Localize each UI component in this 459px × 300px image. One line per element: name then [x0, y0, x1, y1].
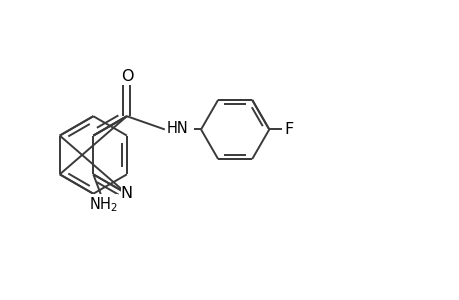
- Text: F: F: [284, 122, 293, 137]
- Text: HN: HN: [166, 121, 188, 136]
- Text: NH$_2$: NH$_2$: [89, 195, 118, 214]
- Text: N: N: [121, 186, 133, 201]
- Text: O: O: [120, 69, 133, 84]
